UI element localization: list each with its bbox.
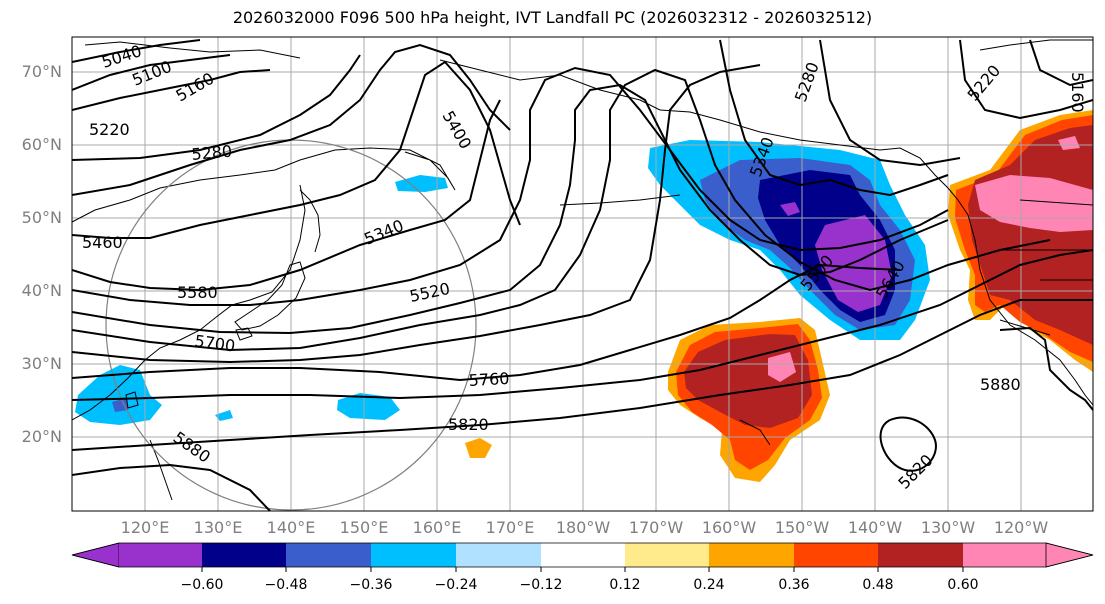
colorbar-bin-2 bbox=[202, 543, 286, 567]
lon-label-150e: 150°E bbox=[339, 518, 389, 537]
lon-label-140w: 140°W bbox=[847, 518, 903, 537]
lon-label-170e: 170°E bbox=[485, 518, 535, 537]
contour-label-5880-east: 5880 bbox=[980, 375, 1021, 394]
colorbar-bin-8 bbox=[709, 543, 794, 567]
colorbar-tick-label: −0.48 bbox=[264, 577, 308, 593]
lon-label-150w: 150°W bbox=[774, 518, 830, 537]
colorbar-bin-6 bbox=[541, 543, 625, 567]
colorbar-tick-label: −0.60 bbox=[180, 577, 224, 593]
colorbar-bin-11 bbox=[963, 543, 1046, 567]
contour-label-5760: 5760 bbox=[468, 369, 510, 390]
height-contours bbox=[72, 39, 1093, 511]
contour-label-5220: 5220 bbox=[89, 120, 130, 139]
lat-label-20n: 20°N bbox=[21, 427, 62, 446]
colorbar bbox=[71, 542, 1094, 572]
contour-label-5820: 5820 bbox=[448, 415, 489, 434]
lon-label-160e: 160°E bbox=[412, 518, 462, 537]
colorbar-tick-label: −0.24 bbox=[434, 577, 478, 593]
colorbar-bin-7 bbox=[625, 543, 709, 567]
contour-label-5460: 5460 bbox=[82, 233, 123, 252]
lat-label-40n: 40°N bbox=[21, 281, 62, 300]
colorbar-tick-label: 0.36 bbox=[778, 577, 810, 593]
contour-label-5280: 5280 bbox=[191, 142, 233, 164]
lat-label-60n: 60°N bbox=[21, 135, 62, 154]
figure-title: 2026032000 F096 500 hPa height, IVT Land… bbox=[232, 8, 873, 27]
colorbar-tick-label: 0.48 bbox=[862, 577, 894, 593]
colorbar-tick-label: 0.60 bbox=[947, 577, 979, 593]
lat-label-50n: 50°N bbox=[21, 208, 62, 227]
colorbar-extend-low bbox=[71, 542, 120, 568]
colorbar-extend-high bbox=[1045, 542, 1094, 568]
map-plot: 5040 5100 5160 5220 5280 5340 5400 5460 … bbox=[72, 37, 1093, 511]
lon-label-130e: 130°E bbox=[193, 518, 243, 537]
colorbar-tick-label: 0.24 bbox=[693, 577, 725, 593]
contour-label-5580: 5580 bbox=[177, 283, 218, 302]
colorbar-tick-label: −0.12 bbox=[519, 577, 563, 593]
colorbar-tick-label: −0.36 bbox=[349, 577, 393, 593]
colorbar-bin-3 bbox=[286, 543, 371, 567]
lon-label-170w: 170°W bbox=[628, 518, 684, 537]
colorbar-bin-1 bbox=[119, 543, 202, 567]
contour-label-5160-east: 5160 bbox=[1068, 72, 1087, 113]
colorbar-tick-label: 0.12 bbox=[609, 577, 641, 593]
lon-label-120w: 120°W bbox=[993, 518, 1049, 537]
lon-label-180w: 180°W bbox=[555, 518, 611, 537]
colorbar-bin-10 bbox=[878, 543, 963, 567]
lat-label-70n: 70°N bbox=[21, 62, 62, 81]
lon-label-130w: 130°W bbox=[920, 518, 976, 537]
lat-label-30n: 30°N bbox=[21, 354, 62, 373]
colorbar-bin-9 bbox=[794, 543, 878, 567]
colorbar-bin-4 bbox=[371, 543, 456, 567]
map-frame bbox=[71, 36, 1094, 512]
lon-label-120e: 120°E bbox=[120, 518, 170, 537]
lon-label-160w: 160°W bbox=[701, 518, 757, 537]
colorbar-bin-5 bbox=[456, 543, 541, 567]
lon-label-140e: 140°E bbox=[266, 518, 316, 537]
